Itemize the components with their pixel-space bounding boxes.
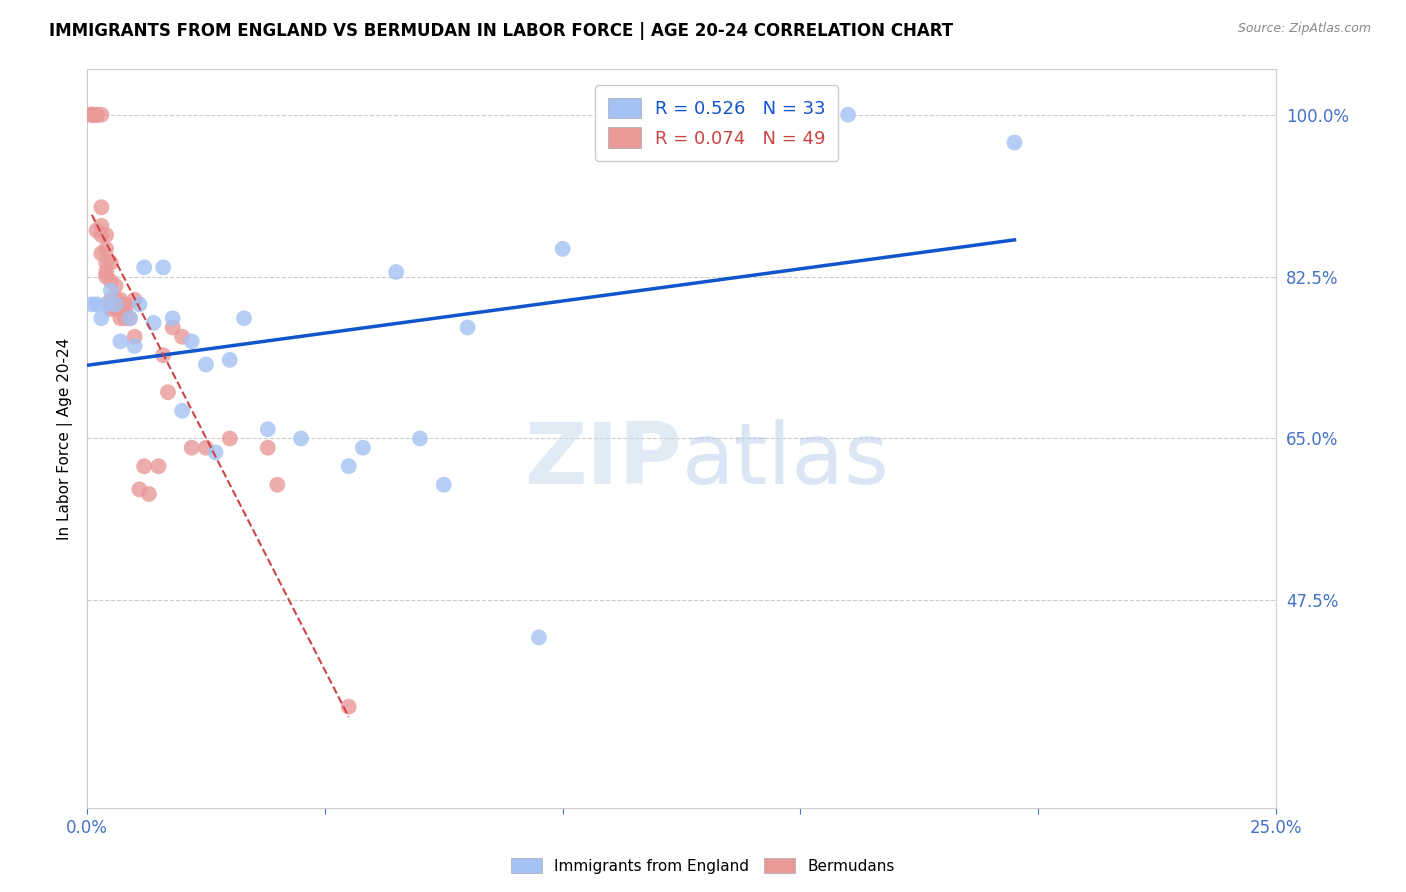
- Point: [266, 477, 288, 491]
- Point: [80, 108, 103, 122]
- Point: [118, 311, 141, 326]
- Text: atlas: atlas: [682, 419, 890, 502]
- Text: ZIP: ZIP: [524, 419, 682, 502]
- Point: [86, 223, 108, 237]
- Point: [256, 441, 278, 455]
- Point: [172, 403, 194, 417]
- Text: IMMIGRANTS FROM ENGLAND VS BERMUDAN IN LABOR FORCE | AGE 20-24 CORRELATION CHART: IMMIGRANTS FROM ENGLAND VS BERMUDAN IN L…: [49, 22, 953, 40]
- Y-axis label: In Labor Force | Age 20-24: In Labor Force | Age 20-24: [58, 337, 73, 540]
- Legend: Immigrants from England, Bermudans: Immigrants from England, Bermudans: [505, 852, 901, 880]
- Point: [94, 227, 117, 242]
- Point: [194, 441, 217, 455]
- Point: [80, 108, 103, 122]
- Point: [156, 385, 179, 400]
- Point: [100, 284, 122, 298]
- Point: [218, 352, 240, 367]
- Point: [104, 293, 127, 307]
- Point: [90, 246, 112, 260]
- Point: [90, 219, 112, 233]
- Point: [94, 269, 117, 284]
- Point: [290, 432, 312, 446]
- Point: [80, 108, 103, 122]
- Point: [233, 311, 256, 326]
- Point: [527, 631, 550, 645]
- Point: [204, 445, 226, 459]
- Point: [1004, 136, 1026, 150]
- Point: [152, 348, 174, 362]
- Point: [110, 293, 132, 307]
- Point: [180, 441, 202, 455]
- Point: [90, 108, 112, 122]
- Point: [110, 334, 132, 349]
- Point: [114, 301, 136, 316]
- Point: [104, 297, 127, 311]
- Point: [218, 432, 240, 446]
- Point: [124, 339, 146, 353]
- Point: [433, 477, 456, 491]
- Point: [90, 311, 112, 326]
- Point: [104, 278, 127, 293]
- Point: [100, 256, 122, 270]
- Point: [162, 311, 184, 326]
- Point: [90, 200, 112, 214]
- Point: [94, 256, 117, 270]
- Point: [551, 242, 574, 256]
- Point: [100, 293, 122, 307]
- Point: [256, 422, 278, 436]
- Point: [837, 108, 859, 122]
- Point: [86, 108, 108, 122]
- Point: [409, 432, 432, 446]
- Point: [172, 330, 194, 344]
- Legend: R = 0.526   N = 33, R = 0.074   N = 49: R = 0.526 N = 33, R = 0.074 N = 49: [596, 85, 838, 161]
- Point: [148, 459, 170, 474]
- Point: [138, 487, 160, 501]
- Point: [90, 227, 112, 242]
- Point: [152, 260, 174, 275]
- Point: [162, 320, 184, 334]
- Point: [94, 242, 117, 256]
- Point: [180, 334, 202, 349]
- Point: [80, 108, 103, 122]
- Point: [134, 260, 156, 275]
- Point: [110, 301, 132, 316]
- Point: [742, 108, 765, 122]
- Point: [118, 311, 141, 326]
- Point: [352, 441, 374, 455]
- Point: [124, 293, 146, 307]
- Point: [128, 297, 150, 311]
- Point: [80, 297, 103, 311]
- Point: [100, 274, 122, 288]
- Point: [86, 297, 108, 311]
- Text: Source: ZipAtlas.com: Source: ZipAtlas.com: [1237, 22, 1371, 36]
- Point: [194, 358, 217, 372]
- Point: [142, 316, 165, 330]
- Point: [104, 301, 127, 316]
- Point: [86, 108, 108, 122]
- Point: [337, 459, 360, 474]
- Point: [86, 108, 108, 122]
- Point: [94, 297, 117, 311]
- Point: [337, 699, 360, 714]
- Point: [94, 265, 117, 279]
- Point: [80, 108, 103, 122]
- Point: [124, 330, 146, 344]
- Point: [100, 301, 122, 316]
- Point: [114, 297, 136, 311]
- Point: [457, 320, 479, 334]
- Point: [128, 483, 150, 497]
- Point: [110, 311, 132, 326]
- Point: [114, 311, 136, 326]
- Point: [134, 459, 156, 474]
- Point: [385, 265, 408, 279]
